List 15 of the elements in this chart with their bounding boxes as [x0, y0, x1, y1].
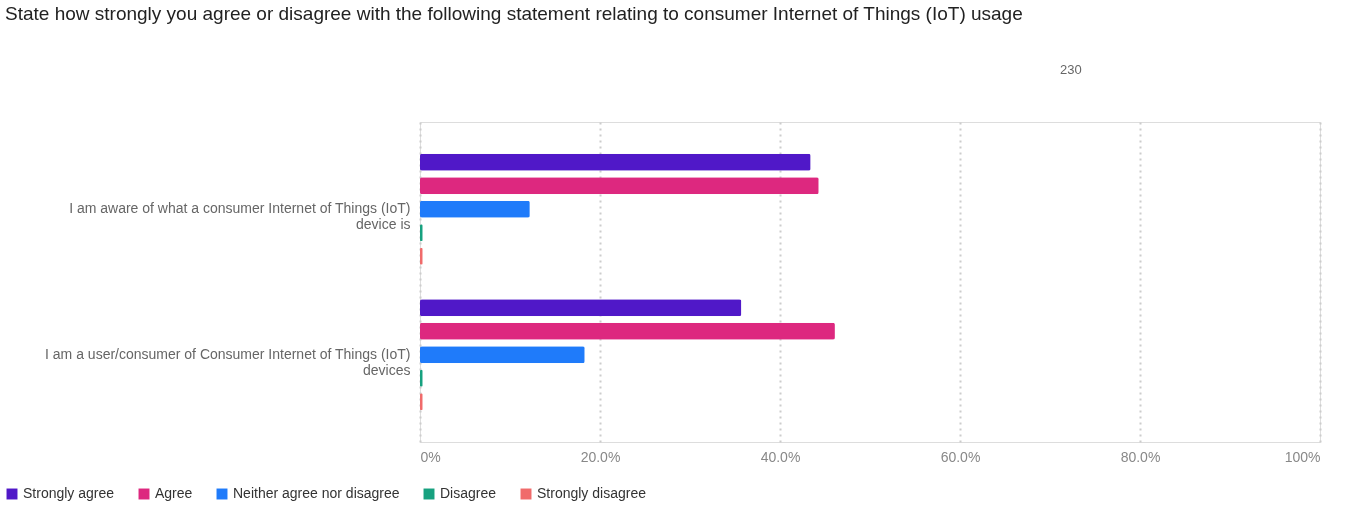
x-tick-label: 40.0%: [760, 448, 801, 465]
x-tick-label: 100%: [1284, 448, 1321, 465]
x-tick-label: 80.0%: [1120, 448, 1161, 465]
legend-label: Strongly agree: [23, 485, 115, 501]
x-tick-label: 0%: [420, 448, 441, 465]
x-tick-label: 20.0%: [580, 448, 621, 465]
y-tick-label: I am aware of what a consumer Internet of Things (IoT) device is: [69, 200, 411, 233]
y-tick-label: I am a user/consumer of Consumer Internet of Things (IoT) devices: [45, 345, 411, 378]
legend-label: Strongly disagree: [537, 485, 647, 501]
legend-label: Disagree: [440, 485, 497, 501]
chart-title: State how strongly you agree or disagree with the following statement relating to consumer Internet of Things (IoT) usage: [5, 3, 1023, 24]
legend-label: Agree: [155, 485, 193, 501]
x-tick-label: 60.0%: [940, 448, 981, 465]
text: 230: [1060, 62, 1082, 77]
legend-label: Neither agree nor disagree: [233, 485, 400, 501]
